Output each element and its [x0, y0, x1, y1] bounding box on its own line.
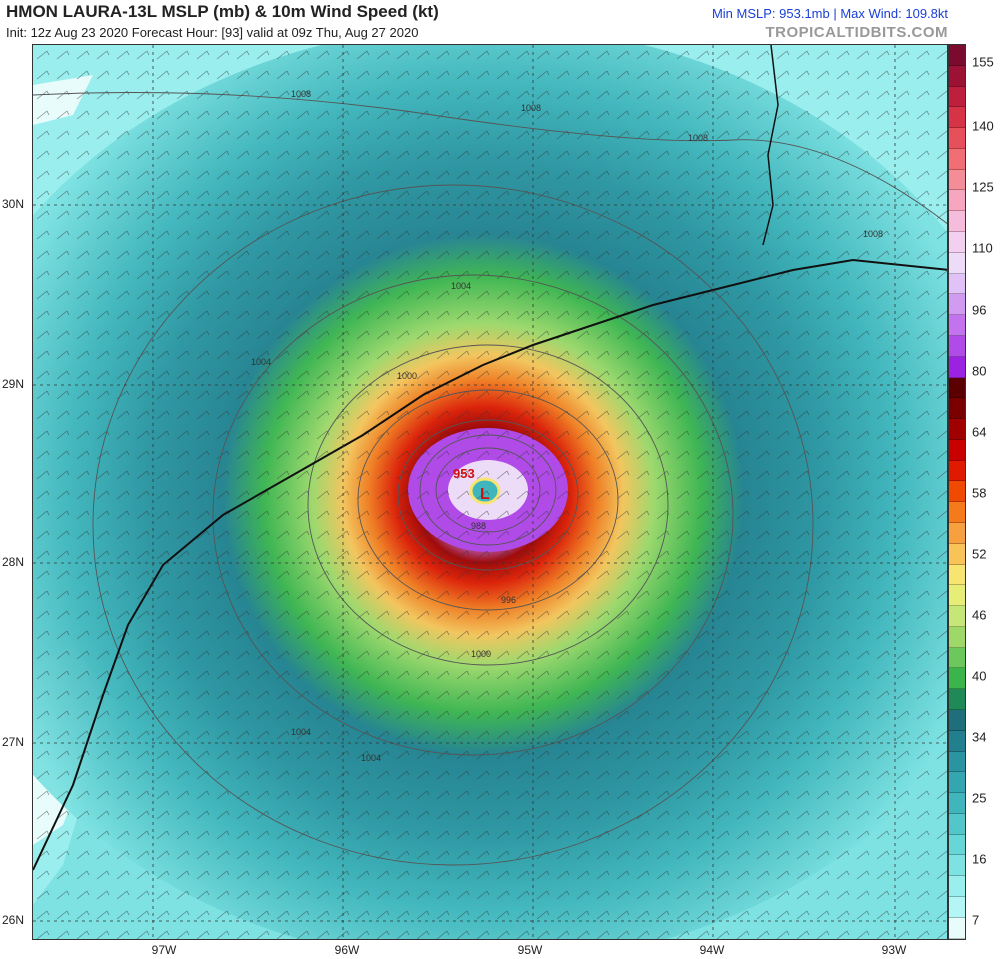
isobar-label: 988 — [471, 521, 486, 531]
wind-barbs — [33, 45, 947, 939]
colorbar-segment — [949, 148, 965, 170]
coastline — [33, 258, 947, 871]
wind-pressure-map: 1008 1008 1008 1008 1004 1004 1004 1004 … — [32, 44, 948, 940]
colorbar-segment — [949, 190, 965, 212]
lat-label: 28N — [2, 555, 25, 569]
lon-label: 94W — [699, 943, 725, 957]
lon-label: 93W — [881, 943, 907, 957]
colorbar-label: 64 — [972, 424, 987, 440]
colorbar-segment — [949, 169, 965, 191]
colorbar-segment — [949, 107, 965, 129]
map-subtitle: Init: 12z Aug 23 2020 Forecast Hour: [93… — [6, 25, 419, 40]
colorbar-segment — [949, 294, 965, 316]
isobar-label: 1000 — [471, 649, 491, 659]
lon-label: 96W — [334, 943, 360, 957]
colorbar-segment — [949, 65, 965, 87]
colorbar-segment — [949, 772, 965, 794]
colorbar-segment — [949, 45, 965, 66]
isobar-label: 1000 — [397, 371, 417, 381]
isobar-label: 1004 — [361, 753, 381, 763]
low-pressure-center-label: L — [480, 486, 490, 503]
lon-label: 95W — [517, 943, 543, 957]
isobars — [33, 92, 947, 866]
state-border-tx-la — [762, 45, 779, 246]
colorbar-label: 40 — [972, 668, 987, 684]
lon-label: 97W — [151, 943, 177, 957]
colorbar-segment — [949, 813, 965, 835]
colorbar-label: 7 — [972, 912, 980, 928]
colorbar-segment — [949, 855, 965, 877]
isobar-label: 1008 — [521, 103, 541, 113]
brand-watermark: TROPICALTIDBITS.COM — [765, 24, 948, 41]
storm-stats: Min MSLP: 953.1mb | Max Wind: 109.8kt — [711, 6, 948, 21]
colorbar-label: 58 — [972, 485, 987, 501]
colorbar-segment — [949, 917, 965, 939]
colorbar-segment — [949, 522, 965, 544]
colorbar-segment — [949, 232, 965, 253]
colorbar-segment — [949, 689, 965, 710]
colorbar-segment — [949, 876, 965, 898]
colorbar-label: 25 — [972, 790, 987, 806]
colorbar-segment — [949, 647, 965, 669]
lat-label: 30N — [2, 197, 25, 211]
colorbar-segment — [949, 543, 965, 565]
colorbar-segment — [949, 730, 965, 752]
colorbar-label: 155 — [972, 54, 994, 70]
lat-label: 29N — [2, 377, 25, 391]
isobar-label-group: 1008 1008 1008 1008 1004 1004 1004 1004 … — [251, 89, 883, 763]
colorbar-label: 16 — [972, 851, 987, 867]
isobar-label: 1008 — [688, 133, 708, 143]
isobar-label: 1004 — [251, 357, 271, 367]
lat-label: 27N — [2, 735, 25, 749]
colorbar-label: 46 — [972, 607, 987, 623]
colorbar-segment — [949, 834, 965, 856]
colorbar-segment — [949, 502, 965, 523]
colorbar-segment — [949, 86, 965, 108]
colorbar-segment — [949, 419, 965, 440]
colorbar-label: 125 — [972, 179, 994, 195]
colorbar-label: 140 — [972, 118, 994, 134]
colorbar-label: 110 — [972, 240, 993, 256]
isobar-label: 1008 — [863, 229, 883, 239]
colorbar-segment — [949, 751, 965, 773]
colorbar-label: 80 — [972, 363, 987, 379]
colorbar-segment — [949, 128, 965, 149]
colorbar-segment — [949, 460, 965, 482]
colorbar-segment — [949, 335, 965, 357]
colorbar-segment — [949, 315, 965, 336]
min-pressure-label: 953 — [453, 466, 475, 481]
colorbar-segment — [949, 377, 965, 399]
lat-lon-grid — [33, 45, 947, 939]
colorbar-segment — [949, 564, 965, 586]
colorbar-segment — [949, 481, 965, 503]
colorbar-segment — [949, 398, 965, 420]
colorbar-segment — [949, 897, 965, 918]
isobar-label: 1004 — [451, 281, 471, 291]
wind-speed-colorbar — [948, 44, 966, 940]
colorbar-segment — [949, 439, 965, 461]
colorbar-label: 96 — [972, 302, 987, 318]
colorbar-segment — [949, 356, 965, 378]
colorbar-label: 34 — [972, 729, 987, 745]
colorbar-segment — [949, 626, 965, 648]
colorbar-segment — [949, 273, 965, 295]
colorbar-segment — [949, 606, 965, 627]
isobar-label: 1004 — [291, 727, 311, 737]
colorbar-segment — [949, 668, 965, 690]
map-canvas: 1008 1008 1008 1008 1004 1004 1004 1004 … — [33, 45, 947, 939]
map-title: HMON LAURA-13L MSLP (mb) & 10m Wind Spee… — [6, 2, 439, 21]
colorbar-segment — [949, 793, 965, 814]
colorbar-label: 52 — [972, 546, 987, 562]
isobar-label: 1008 — [291, 89, 311, 99]
colorbar-segment — [949, 252, 965, 274]
colorbar-segment — [949, 710, 965, 731]
colorbar-segment — [949, 585, 965, 607]
lat-label: 26N — [2, 913, 25, 927]
colorbar-segment — [949, 211, 965, 233]
isobar-label: 996 — [501, 595, 516, 605]
